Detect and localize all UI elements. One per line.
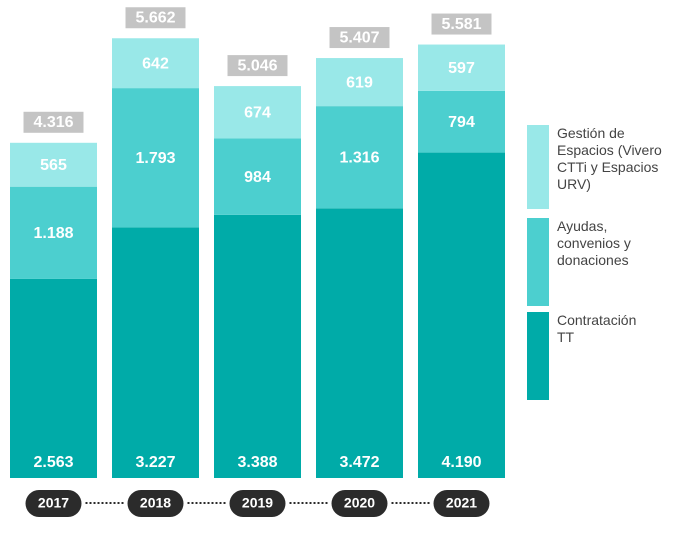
year-pill [229, 490, 286, 517]
x-tick-label: 2017 [38, 495, 69, 511]
bar-segment [10, 142, 97, 187]
value-label: 565 [40, 157, 67, 174]
year-pill [433, 490, 490, 517]
legend-label: Contratación TT [557, 312, 637, 345]
year-pill [25, 490, 82, 517]
total-label: 5.662 [135, 9, 175, 26]
year-pill [331, 490, 388, 517]
bar-segment [10, 278, 97, 478]
bar-segment [214, 138, 301, 215]
x-tick-label: 2019 [242, 495, 273, 511]
value-label: 984 [244, 169, 271, 186]
bar-segment [112, 227, 199, 478]
bar-segment [316, 106, 403, 209]
total-label: 5.581 [441, 16, 481, 33]
bar-segment [112, 88, 199, 228]
total-box [227, 55, 288, 77]
bar-segment [418, 44, 505, 91]
bar-segment [316, 58, 403, 107]
total-label: 5.046 [237, 57, 277, 74]
total-label: 5.407 [339, 29, 379, 46]
legend-label: Ayudas, convenios y donaciones [557, 218, 631, 268]
total-box [125, 7, 186, 29]
bar-segment [214, 214, 301, 478]
total-label: 4.316 [33, 114, 73, 131]
bar-segment [316, 208, 403, 478]
total-box [431, 13, 492, 35]
bar-segment [418, 152, 505, 478]
value-label: 3.227 [135, 454, 175, 471]
value-label: 1.793 [135, 150, 175, 167]
bar-segment [418, 90, 505, 153]
year-pill [127, 490, 184, 517]
value-label: 597 [448, 60, 475, 77]
bar-segment [214, 86, 301, 139]
value-label: 794 [448, 114, 475, 131]
total-box [329, 27, 390, 49]
value-label: 3.388 [237, 454, 277, 471]
value-label: 4.190 [441, 454, 481, 471]
legend-swatch [527, 218, 549, 306]
value-label: 619 [346, 74, 373, 91]
bar-segment [112, 38, 199, 89]
value-label: 1.316 [339, 149, 379, 166]
legend-swatch [527, 312, 549, 400]
legend-swatch [527, 125, 549, 209]
x-tick-label: 2020 [344, 495, 375, 511]
total-box [23, 111, 84, 133]
value-label: 674 [244, 104, 271, 121]
bar-segment [10, 186, 97, 279]
x-tick-label: 2021 [446, 495, 477, 511]
x-tick-label: 2018 [140, 495, 171, 511]
value-label: 642 [142, 55, 169, 72]
value-label: 1.188 [33, 225, 73, 242]
value-label: 2.563 [33, 454, 73, 471]
value-label: 3.472 [339, 454, 379, 471]
legend-label: Gestión de Espacios (Vivero CTTi y Espac… [557, 125, 662, 192]
